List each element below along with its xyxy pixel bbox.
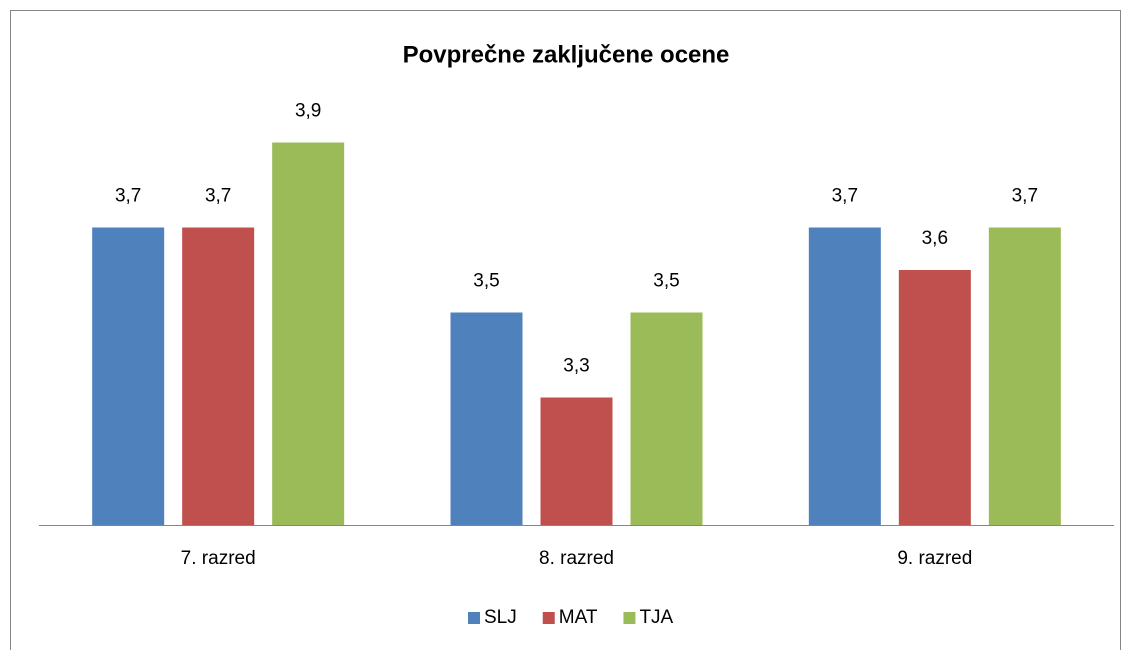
- chart-title: Povprečne zaključene ocene: [403, 41, 730, 68]
- legend-label: MAT: [559, 607, 598, 628]
- bar: [540, 397, 613, 525]
- value-label: 3,7: [1012, 186, 1038, 207]
- value-label: 3,7: [832, 186, 858, 207]
- chart-frame: [10, 10, 1121, 650]
- bar: [182, 227, 255, 525]
- value-label: 3,3: [563, 356, 589, 377]
- value-label: 3,7: [205, 186, 231, 207]
- bar: [92, 227, 165, 525]
- bar: [988, 227, 1061, 525]
- x-tick-label: 9. razred: [897, 548, 972, 569]
- x-tick-label: 8. razred: [539, 548, 614, 569]
- value-label: 3,5: [653, 271, 679, 292]
- value-label: 3,5: [473, 271, 499, 292]
- bar: [450, 312, 523, 525]
- bar: [630, 312, 703, 525]
- bar: [808, 227, 881, 525]
- bar: [272, 142, 345, 525]
- legend-swatch: [468, 612, 480, 624]
- legend-swatch: [542, 612, 555, 624]
- bar: [898, 270, 971, 525]
- legend-label: TJA: [639, 607, 673, 628]
- legend-swatch: [623, 612, 636, 624]
- x-tick-label: 7. razred: [181, 548, 256, 569]
- value-label: 3,7: [115, 186, 141, 207]
- value-label: 3,9: [295, 101, 321, 122]
- value-label: 3,6: [922, 228, 948, 249]
- legend-label: SLJ: [484, 607, 517, 628]
